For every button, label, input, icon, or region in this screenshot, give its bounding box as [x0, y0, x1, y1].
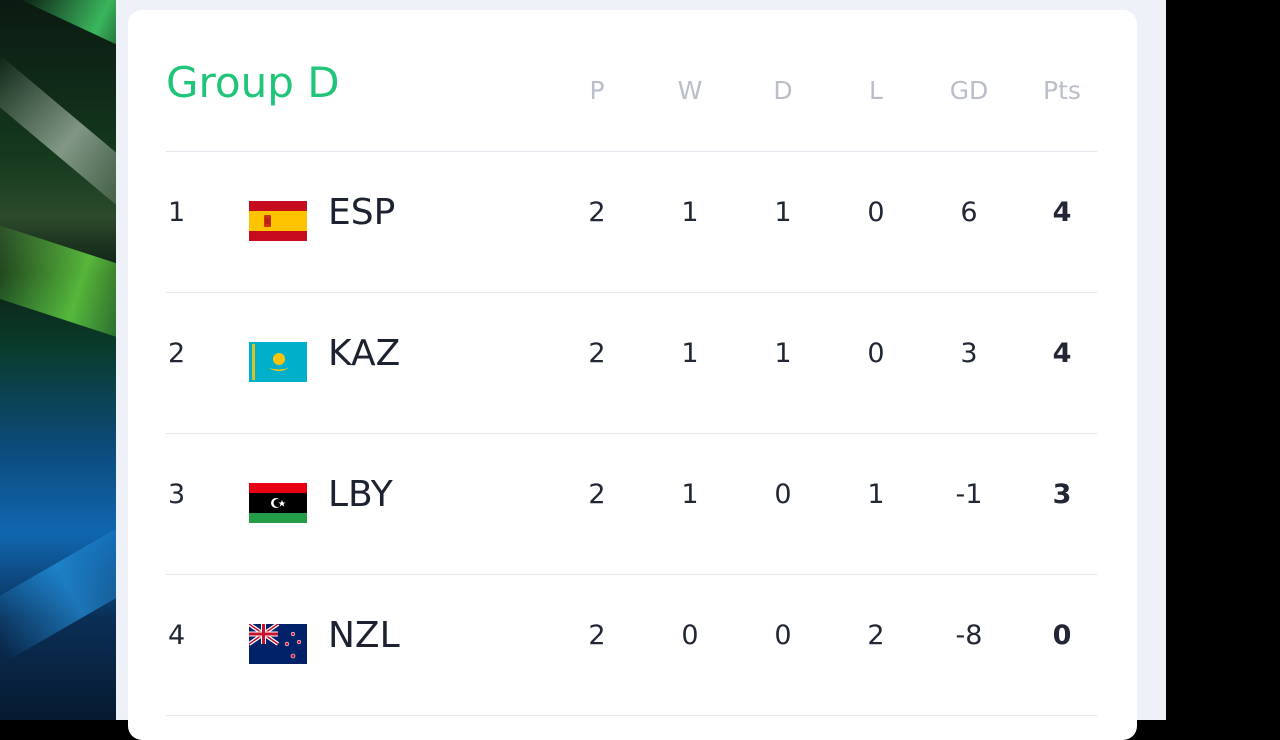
goal-difference: 3	[960, 338, 978, 369]
table-row[interactable]: 2 KAZ 2 1 1 0 3 4	[128, 292, 1137, 432]
libya-flag-icon	[249, 483, 307, 523]
divider	[166, 292, 1097, 293]
played: 2	[588, 338, 606, 369]
goal-difference: -1	[955, 479, 983, 510]
lost: 2	[867, 620, 885, 651]
points: 4	[1052, 197, 1072, 228]
won: 1	[681, 197, 699, 228]
standings-card: Group D P W D L GD Pts 1 ESP 2 1 1 0 6	[128, 10, 1137, 740]
drawn: 1	[774, 197, 792, 228]
goal-difference: 6	[960, 197, 978, 228]
won: 0	[681, 620, 699, 651]
spain-flag-icon	[249, 201, 307, 241]
lost: 0	[867, 338, 885, 369]
divider	[166, 715, 1097, 716]
divider	[166, 433, 1097, 434]
drawn: 1	[774, 338, 792, 369]
team-name: ESP	[328, 192, 396, 233]
points: 3	[1052, 479, 1072, 510]
table-row[interactable]: 1 ESP 2 1 1 0 6 4	[128, 151, 1137, 291]
won: 1	[681, 338, 699, 369]
background-wallpaper	[0, 0, 116, 720]
table-row[interactable]: 4	[128, 574, 1137, 714]
header-won: W	[677, 76, 703, 105]
team-name: LBY	[328, 474, 393, 515]
position: 1	[168, 197, 186, 228]
played: 2	[588, 197, 606, 228]
position: 3	[168, 479, 186, 510]
played: 2	[588, 479, 606, 510]
header-goal-difference: GD	[949, 76, 989, 105]
position: 2	[168, 338, 186, 369]
header-lost: L	[869, 76, 883, 105]
points: 4	[1052, 338, 1072, 369]
drawn: 0	[774, 479, 792, 510]
page-panel: Group D P W D L GD Pts 1 ESP 2 1 1 0 6	[116, 0, 1166, 740]
kazakhstan-flag-icon	[249, 342, 307, 382]
position: 4	[168, 620, 186, 651]
goal-difference: -8	[955, 620, 983, 651]
group-title: Group D	[166, 58, 340, 107]
lost: 0	[867, 197, 885, 228]
lost: 1	[867, 479, 885, 510]
won: 1	[681, 479, 699, 510]
divider	[166, 574, 1097, 575]
table-row[interactable]: 3 LBY 2 1 0 1 -1 3	[128, 433, 1137, 573]
points: 0	[1052, 620, 1072, 651]
team-name: KAZ	[328, 333, 401, 374]
header-drawn: D	[773, 76, 793, 105]
header-played: P	[589, 76, 605, 105]
divider	[166, 151, 1097, 152]
right-letterbox	[1166, 0, 1280, 720]
played: 2	[588, 620, 606, 651]
drawn: 0	[774, 620, 792, 651]
new-zealand-flag-icon	[249, 624, 307, 664]
team-name: NZL	[328, 615, 400, 656]
header-points: Pts	[1043, 76, 1081, 105]
